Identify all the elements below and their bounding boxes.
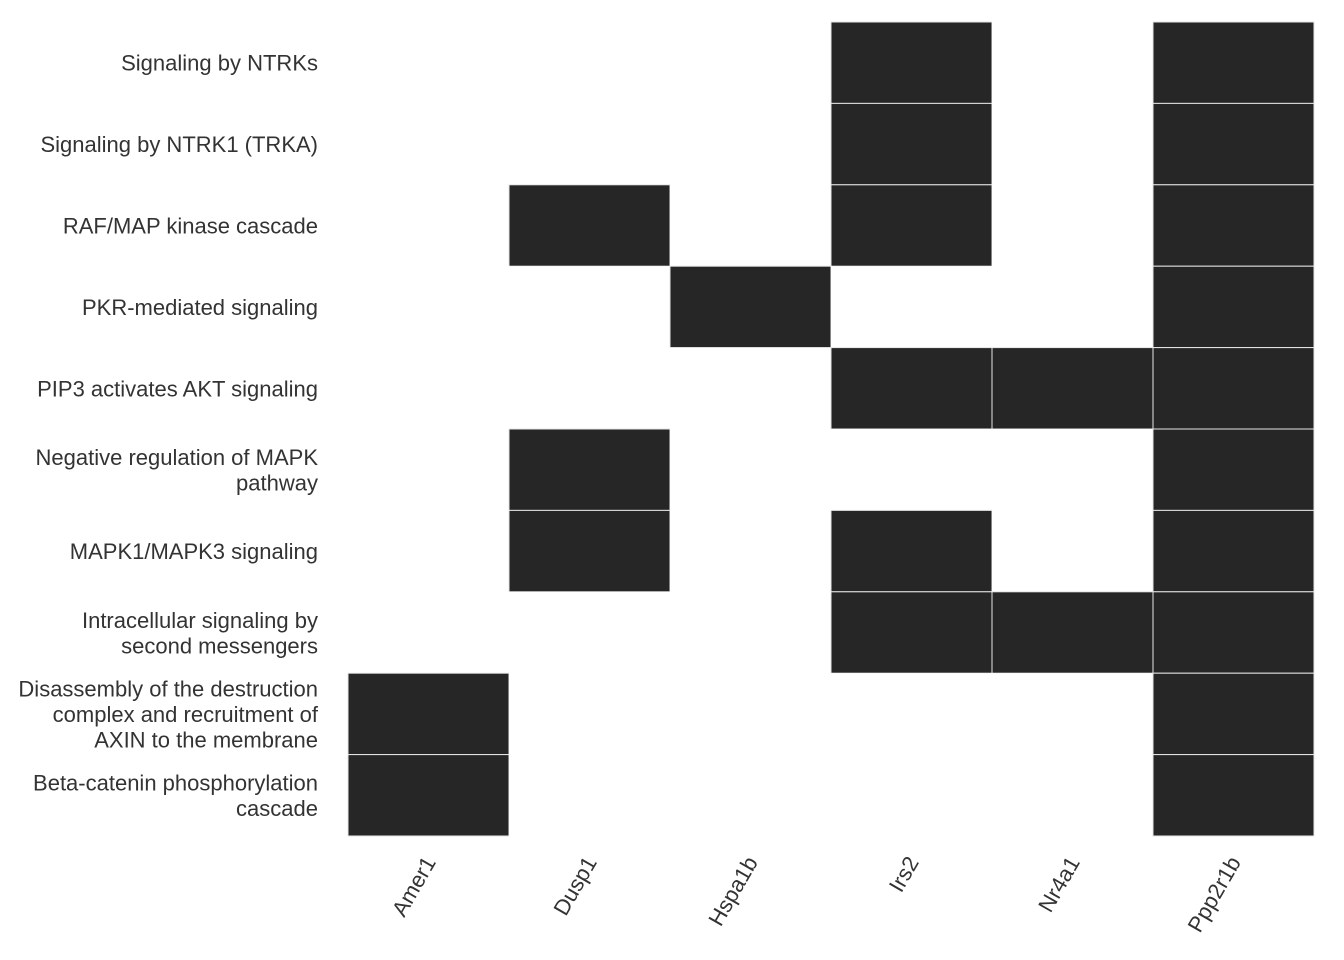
heatmap-cell [830,347,993,430]
column-labels: Amer1 Dusp1 Hspa1b Irs2 Nr4a1 Ppp2r1b [387,852,1246,937]
heatmap-cell [348,266,509,348]
heatmap-cell [348,591,509,674]
heatmap-cell [347,672,510,756]
heatmap-cell [830,102,993,186]
heatmap-cell [1152,591,1315,674]
heatmap-cell [992,673,1153,755]
row-label: Negative regulation of MAPK pathway [36,445,319,496]
heatmap-cell [509,103,670,185]
heatmap-cell [830,509,993,593]
heatmap-cell [509,266,670,348]
heatmap-cell [1152,102,1315,186]
heatmap-cell [509,22,670,104]
heatmap-cell [509,754,670,836]
heatmap-cell [992,266,1153,348]
heatmap-cell [1152,509,1315,593]
heatmap-cell [670,510,831,592]
row-label: MAPK1/MAPK3 signaling [70,539,318,564]
row-labels: Signaling by NTRKs Signaling by NTRK1 (TR… [18,51,318,821]
heatmap-cell [830,591,993,674]
heatmap-cell [830,21,993,104]
heatmap-cell [1152,21,1315,104]
heatmap-cell [992,184,1153,267]
heatmap-cell [992,510,1153,592]
heatmap-cell [831,266,992,348]
column-label: Dusp1 [548,852,601,920]
heatmap-cell [509,673,670,755]
heatmap-cell [992,754,1153,836]
heatmap-cell [347,754,510,837]
heatmap-cell [1152,184,1315,267]
column-label: Nr4a1 [1033,852,1085,916]
heatmap-cell [992,22,1153,104]
heatmap-cell [1152,672,1315,756]
heatmap-cell [670,347,831,429]
heatmap-cell [509,347,670,429]
heatmap-cell [508,509,671,593]
heatmap-cell [1152,428,1315,511]
column-label: Ppp2r1b [1183,852,1246,937]
heatmap-cell [348,429,509,511]
column-label: Hspa1b [703,852,763,930]
heatmap-cell [991,347,1154,430]
heatmap-cell [992,103,1153,185]
heatmap-cell [669,265,832,349]
heatmap-cell [508,184,671,267]
heatmap-cells [347,21,1315,837]
row-label: Intracellular signaling by second messeng… [82,608,318,659]
heatmap-cell [1152,754,1315,837]
heatmap-cell [348,22,509,104]
heatmap-cell [992,429,1153,511]
row-label: PIP3 activates AKT signaling [37,376,318,401]
column-label: Amer1 [387,852,441,921]
heatmap-cell [670,103,831,185]
heatmap-cell [670,673,831,755]
row-label: Disassembly of the destruction complex an… [18,676,318,752]
heatmap-cell [670,22,831,104]
heatmap-cell [670,754,831,836]
heatmap-cell [831,429,992,511]
heatmap-cell [831,754,992,836]
row-label: PKR-mediated signaling [82,295,318,320]
heatmap-cell [670,429,831,511]
column-label: Irs2 [884,852,924,896]
heatmap-cell [348,184,509,267]
heatmap-cell [509,591,670,674]
heatmap-cell [1152,265,1315,349]
heatmap-cell [348,510,509,592]
row-label: Beta-catenin phosphorylation cascade [33,771,318,822]
heatmap-cell [508,428,671,511]
heatmap-cell [830,184,993,267]
heatmap-cell [348,103,509,185]
heatmap-cell [991,591,1154,674]
heatmap-cell [670,184,831,267]
heatmap-cell [1152,347,1315,430]
row-label: Signaling by NTRKs [121,51,318,76]
heatmap-cell [831,673,992,755]
row-label: Signaling by NTRK1 (TRKA) [40,132,318,157]
heatmap-cell [348,347,509,429]
row-label: RAF/MAP kinase cascade [63,214,318,239]
heatmap-cell [670,591,831,674]
